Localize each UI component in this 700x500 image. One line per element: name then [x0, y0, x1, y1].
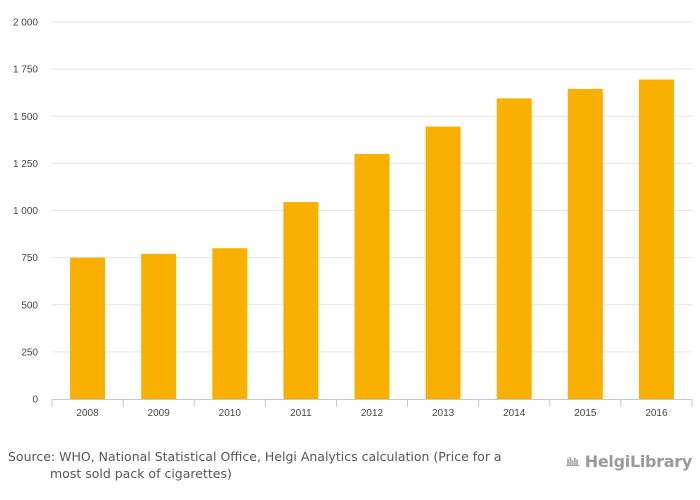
bars	[70, 79, 674, 400]
source-note: Source: WHO, National Statistical Office…	[8, 448, 528, 482]
x-axis-tick-labels: 2008 2009 2010 2011 2012 2013 2014 2015 2016	[76, 408, 668, 419]
bar-2011	[283, 202, 319, 399]
y-tick-label: 2 000	[13, 18, 38, 29]
bar-2009	[141, 253, 177, 399]
logo-text: HelgiLibrary	[584, 451, 693, 471]
bar-2013	[425, 126, 461, 400]
y-tick-label: 750	[21, 253, 38, 264]
bar-2010	[212, 248, 248, 399]
bar-2014	[496, 98, 532, 399]
x-tick-label: 2011	[290, 408, 312, 419]
x-tick-label: 2014	[503, 408, 526, 419]
y-tick-label: 1 500	[13, 112, 38, 123]
y-tick-label: 0	[32, 395, 38, 406]
helgi-library-logo: HelgiLibrary	[566, 449, 692, 473]
bar-2008	[70, 257, 106, 399]
x-tick-label: 2009	[148, 408, 171, 419]
bar-2016	[638, 79, 674, 400]
helgi-library-icon	[566, 457, 580, 467]
y-axis-tick-labels: 0 250 500 750 1 000 1 250 1 500 1 750 2 000	[13, 18, 38, 406]
x-tick-label: 2012	[361, 408, 384, 419]
source-line-1: Source: WHO, National Statistical Office…	[8, 449, 502, 464]
y-tick-label: 1 250	[13, 159, 38, 170]
x-tick-label: 2016	[645, 408, 668, 419]
y-tick-label: 1 000	[13, 206, 38, 217]
bar-2012	[354, 153, 390, 399]
x-tick-label: 2008	[76, 408, 99, 419]
y-tick-label: 1 750	[13, 65, 38, 76]
bar-chart: 0 250 500 750 1 000 1 250 1 500 1 750 2 000 2008…	[13, 18, 693, 419]
x-tick-label: 2010	[219, 408, 242, 419]
x-axis	[51, 399, 693, 407]
x-tick-label: 2013	[432, 408, 455, 419]
y-tick-label: 250	[21, 347, 38, 358]
source-line-2: most sold pack of cigarettes)	[50, 466, 232, 481]
x-tick-label: 2015	[574, 408, 597, 419]
y-tick-label: 500	[21, 300, 38, 311]
bar-2015	[567, 88, 603, 399]
